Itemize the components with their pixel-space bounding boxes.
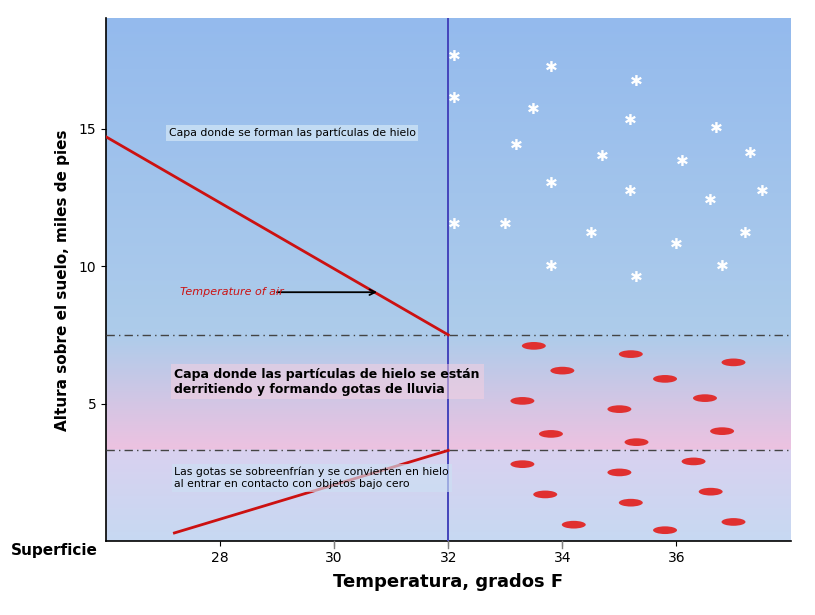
Y-axis label: Altura sobre el suelo, miles de pies: Altura sobre el suelo, miles de pies (55, 129, 70, 430)
Text: ✱: ✱ (676, 154, 689, 169)
Text: ✱: ✱ (738, 226, 751, 240)
Ellipse shape (698, 488, 723, 496)
Ellipse shape (681, 458, 706, 466)
Ellipse shape (607, 405, 632, 413)
Text: ✱: ✱ (716, 258, 729, 274)
Ellipse shape (562, 521, 586, 528)
Text: ✱: ✱ (596, 148, 609, 164)
Text: ✱: ✱ (744, 146, 757, 161)
Ellipse shape (721, 518, 746, 526)
X-axis label: Temperatura, grados F: Temperatura, grados F (333, 573, 563, 591)
Text: ✱: ✱ (544, 258, 557, 274)
Ellipse shape (510, 460, 535, 468)
Text: Capa donde se forman las partículas de hielo: Capa donde se forman las partículas de h… (169, 127, 416, 138)
Text: ✱: ✱ (527, 101, 540, 117)
Ellipse shape (693, 394, 717, 402)
Text: ✱: ✱ (544, 176, 557, 191)
Text: ✱: ✱ (630, 269, 643, 285)
Ellipse shape (624, 438, 649, 446)
Text: ✱: ✱ (710, 121, 723, 136)
Ellipse shape (510, 397, 535, 405)
Text: ✱: ✱ (630, 74, 643, 89)
Ellipse shape (653, 375, 677, 383)
Text: Capa donde las partículas de hielo se están
derritiendo y formando gotas de lluv: Capa donde las partículas de hielo se es… (174, 368, 480, 395)
Ellipse shape (522, 342, 546, 350)
Ellipse shape (607, 469, 632, 476)
Text: ✱: ✱ (447, 217, 460, 232)
Text: ✱: ✱ (624, 184, 637, 199)
Text: ✱: ✱ (756, 184, 769, 199)
Text: Las gotas se sobreenfrían y se convierten en hielo
al entrar en contacto con obj: Las gotas se sobreenfrían y se convierte… (174, 467, 449, 489)
Text: ✱: ✱ (499, 217, 512, 232)
Ellipse shape (619, 351, 643, 358)
Text: ✱: ✱ (447, 49, 460, 65)
Text: Superficie: Superficie (11, 542, 98, 558)
Text: ✱: ✱ (447, 91, 460, 106)
Text: ✱: ✱ (544, 60, 557, 76)
Ellipse shape (539, 430, 563, 438)
Text: ✱: ✱ (624, 113, 637, 128)
Ellipse shape (619, 499, 643, 507)
Text: ✱: ✱ (584, 226, 597, 240)
Ellipse shape (550, 367, 575, 375)
Text: ✱: ✱ (670, 237, 683, 252)
Ellipse shape (653, 526, 677, 534)
Ellipse shape (721, 359, 746, 366)
Ellipse shape (710, 427, 734, 435)
Text: Temperature of air: Temperature of air (180, 287, 284, 297)
Text: ✱: ✱ (510, 138, 523, 153)
Text: ✱: ✱ (704, 192, 717, 207)
Ellipse shape (533, 491, 557, 498)
